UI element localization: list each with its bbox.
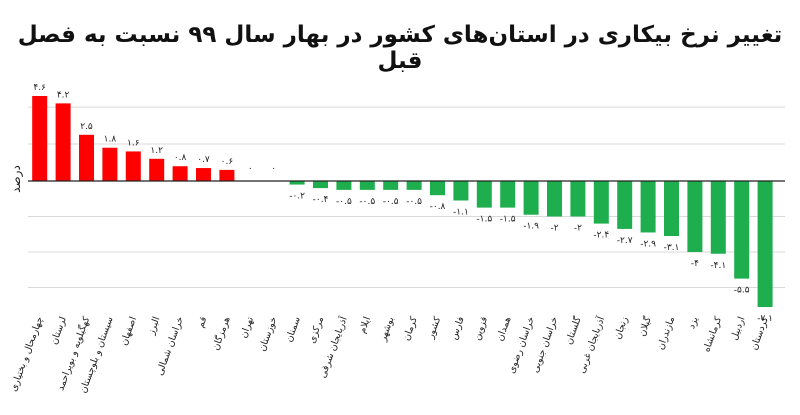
bar xyxy=(406,181,422,190)
tick-label: سمنان xyxy=(284,315,303,343)
bar xyxy=(102,147,118,181)
tick-label: گلستان xyxy=(563,314,584,346)
data-label: ۰.۸ xyxy=(174,153,187,163)
data-label: ۰ xyxy=(248,164,253,174)
tick-label: زنجان xyxy=(612,315,630,341)
tick-label: کردستان xyxy=(749,315,771,352)
tick-label: فارس xyxy=(448,315,466,341)
data-label: ۰.۶ xyxy=(221,157,234,167)
bar xyxy=(336,181,352,190)
data-label: -۱.۵ xyxy=(476,215,492,225)
tick-label: بوشهر xyxy=(377,315,396,343)
bar xyxy=(430,181,445,196)
data-label: ۴.۶ xyxy=(33,83,46,93)
bar xyxy=(196,168,211,181)
tick-label: اردبیل xyxy=(729,315,748,341)
data-label: -۰.۵ xyxy=(359,197,375,207)
bar xyxy=(219,169,235,181)
bar xyxy=(500,181,516,208)
bar xyxy=(32,96,48,181)
chart-title: تغییر نرخ بیکاری در استان‌های کشور در به… xyxy=(17,22,783,74)
data-label: -۰.۵ xyxy=(406,197,422,207)
data-label: -۷.۱ xyxy=(757,314,773,324)
data-label: -۲ xyxy=(574,223,582,233)
tick-label: مرکزی xyxy=(307,315,327,345)
data-label: -۴ xyxy=(691,259,699,269)
bar xyxy=(757,181,773,307)
data-label: -۵.۵ xyxy=(734,286,750,296)
tick-label: گیلان xyxy=(636,314,654,337)
bar xyxy=(710,181,726,254)
data-label: ۱.۶ xyxy=(127,138,140,148)
bar xyxy=(359,181,375,190)
data-label: -۳.۱ xyxy=(664,243,680,253)
data-label: -۰.۸ xyxy=(430,202,446,212)
data-label: -۲.۹ xyxy=(640,239,656,249)
tick-label: همدان xyxy=(495,315,514,342)
bar xyxy=(383,181,399,190)
bar xyxy=(664,181,679,237)
tick-label: کرمان xyxy=(401,315,420,342)
bar xyxy=(640,181,656,233)
data-label: ۲.۵ xyxy=(80,122,93,132)
tick-label: یزد xyxy=(686,315,701,330)
tick-label: کشور xyxy=(425,315,444,341)
data-label: ۰ xyxy=(271,164,276,174)
data-label: -۱.۵ xyxy=(500,215,516,225)
bar xyxy=(453,181,469,201)
data-label: ۱.۸ xyxy=(104,135,117,145)
data-label: -۰.۲ xyxy=(289,192,305,202)
data-label: -۰.۵ xyxy=(383,197,399,207)
data-label: -۱.۹ xyxy=(523,222,539,232)
bar xyxy=(79,134,94,181)
tick-label: کرمانشاه xyxy=(701,315,724,354)
bar xyxy=(149,158,165,181)
tick-label: البرز xyxy=(146,315,163,337)
bar xyxy=(547,181,562,217)
data-label: ۴.۲ xyxy=(57,90,70,100)
bar xyxy=(734,181,750,279)
bar xyxy=(570,181,586,217)
data-label: -۰.۴ xyxy=(313,195,329,205)
data-label: -۴.۱ xyxy=(710,261,726,271)
tick-label: قم xyxy=(195,315,209,329)
tick-label: مازندران xyxy=(655,315,677,351)
bar xyxy=(617,181,633,229)
bar xyxy=(172,166,188,181)
bar xyxy=(687,181,703,252)
data-label: ۱.۲ xyxy=(150,146,163,156)
data-label: -۰.۵ xyxy=(336,197,352,207)
bar xyxy=(523,181,539,215)
bar xyxy=(593,181,609,224)
bar xyxy=(313,181,328,189)
bar xyxy=(55,103,71,181)
bar xyxy=(476,181,492,208)
tick-label: اصفهان xyxy=(119,315,140,347)
data-label: ۰.۷ xyxy=(197,155,210,165)
data-label: -۲.۴ xyxy=(593,231,609,241)
bar xyxy=(289,181,305,185)
tick-label: خوزستان xyxy=(257,315,280,353)
tick-label: قزوین xyxy=(471,315,490,342)
bar xyxy=(125,151,141,181)
tick-label: هرمزگان xyxy=(209,315,232,352)
data-label: -۲.۷ xyxy=(617,236,633,246)
tick-label: چهارمحال و بختیاری xyxy=(8,315,45,393)
tick-label: تهران xyxy=(238,315,256,340)
tick-label: ایلام xyxy=(357,315,373,335)
data-label: -۱.۱ xyxy=(453,208,469,218)
tick-label: لرستان xyxy=(49,315,69,346)
data-label: -۲ xyxy=(550,223,558,233)
